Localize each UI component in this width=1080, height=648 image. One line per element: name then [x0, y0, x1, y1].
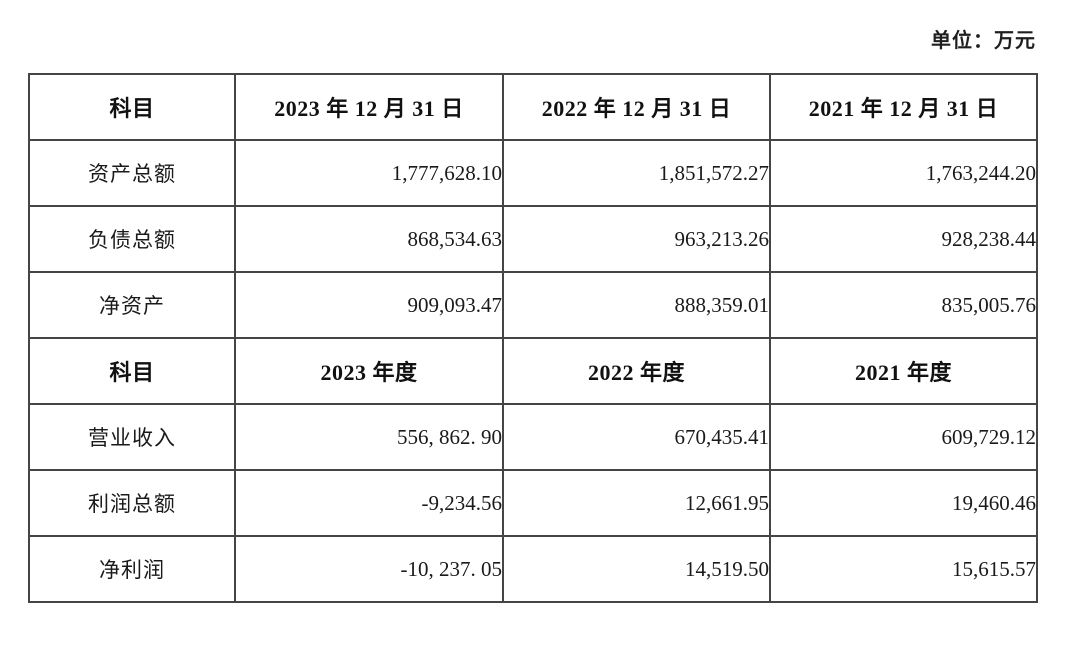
value-cell: 1,851,572.27	[502, 139, 771, 207]
date-header-2022: 2022 年 12 月 31 日	[502, 73, 771, 141]
table-row-operating-revenue: 营业收入 556, 862. 90 670,435.41 609,729.12	[28, 403, 1038, 471]
table-row-total-assets: 资产总额 1,777,628.10 1,851,572.27 1,763,244…	[28, 139, 1038, 207]
value-cell: 868,534.63	[234, 205, 504, 273]
balance-sheet-header-row: 科目 2023 年 12 月 31 日 2022 年 12 月 31 日 202…	[28, 73, 1038, 141]
year-header-2023: 2023 年度	[234, 337, 504, 405]
year-header-2021: 2021 年度	[769, 337, 1038, 405]
row-label-total-profit: 利润总额	[28, 469, 236, 537]
value-cell: 1,763,244.20	[769, 139, 1038, 207]
year-header-2022: 2022 年度	[502, 337, 771, 405]
value-cell: -10, 237. 05	[234, 535, 504, 603]
table-row-net-assets: 净资产 909,093.47 888,359.01 835,005.76	[28, 271, 1038, 339]
value-cell: 14,519.50	[502, 535, 771, 603]
value-cell: 12,661.95	[502, 469, 771, 537]
row-label-total-liabilities: 负债总额	[28, 205, 236, 273]
value-cell: 928,238.44	[769, 205, 1038, 273]
table-row-total-liabilities: 负债总额 868,534.63 963,213.26 928,238.44	[28, 205, 1038, 273]
value-cell: 609,729.12	[769, 403, 1038, 471]
value-cell: 888,359.01	[502, 271, 771, 339]
value-cell: 670,435.41	[502, 403, 771, 471]
value-cell: -9,234.56	[234, 469, 504, 537]
date-header-2021: 2021 年 12 月 31 日	[769, 73, 1038, 141]
date-header-2023: 2023 年 12 月 31 日	[234, 73, 504, 141]
value-cell: 15,615.57	[769, 535, 1038, 603]
subject-header-cell: 科目	[28, 73, 236, 141]
table-row-total-profit: 利润总额 -9,234.56 12,661.95 19,460.46	[28, 469, 1038, 537]
table-row-net-profit: 净利润 -10, 237. 05 14,519.50 15,615.57	[28, 535, 1038, 603]
value-cell: 1,777,628.10	[234, 139, 504, 207]
value-cell: 19,460.46	[769, 469, 1038, 537]
unit-label: 单位：万元	[931, 30, 1036, 52]
value-cell: 835,005.76	[769, 271, 1038, 339]
value-cell: 556, 862. 90	[234, 403, 504, 471]
value-cell: 963,213.26	[502, 205, 771, 273]
row-label-total-assets: 资产总额	[28, 139, 236, 207]
income-statement-header-row: 科目 2023 年度 2022 年度 2021 年度	[28, 337, 1038, 405]
subject-header-cell: 科目	[28, 337, 236, 405]
row-label-operating-revenue: 营业收入	[28, 403, 236, 471]
row-label-net-profit: 净利润	[28, 535, 236, 603]
value-cell: 909,093.47	[234, 271, 504, 339]
financial-summary-table: 科目 2023 年 12 月 31 日 2022 年 12 月 31 日 202…	[28, 73, 1038, 603]
row-label-net-assets: 净资产	[28, 271, 236, 339]
